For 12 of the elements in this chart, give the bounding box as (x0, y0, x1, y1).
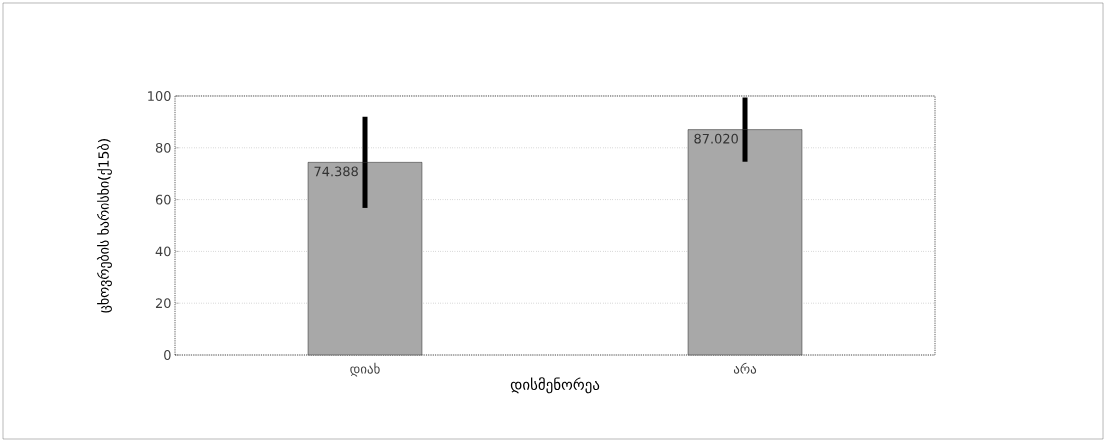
x-axis-title: დისმენორეა (510, 377, 600, 394)
y-tick-label: 80 (155, 142, 171, 153)
y-axis-title: ცხოვრების ხარისხი(ქ15ბ) (96, 139, 112, 313)
x-tick-label: არა (733, 362, 757, 374)
data-label: 74.388 (314, 166, 358, 177)
y-tick-label: 0 (164, 350, 171, 360)
y-tick-label: 60 (155, 194, 171, 205)
y-tick-label: 40 (155, 246, 171, 257)
y-tick-label: 100 (148, 91, 171, 101)
data-label: 87.020 (694, 133, 738, 144)
x-tick-label: დიახ (350, 362, 380, 377)
y-tick-label: 20 (155, 298, 171, 309)
